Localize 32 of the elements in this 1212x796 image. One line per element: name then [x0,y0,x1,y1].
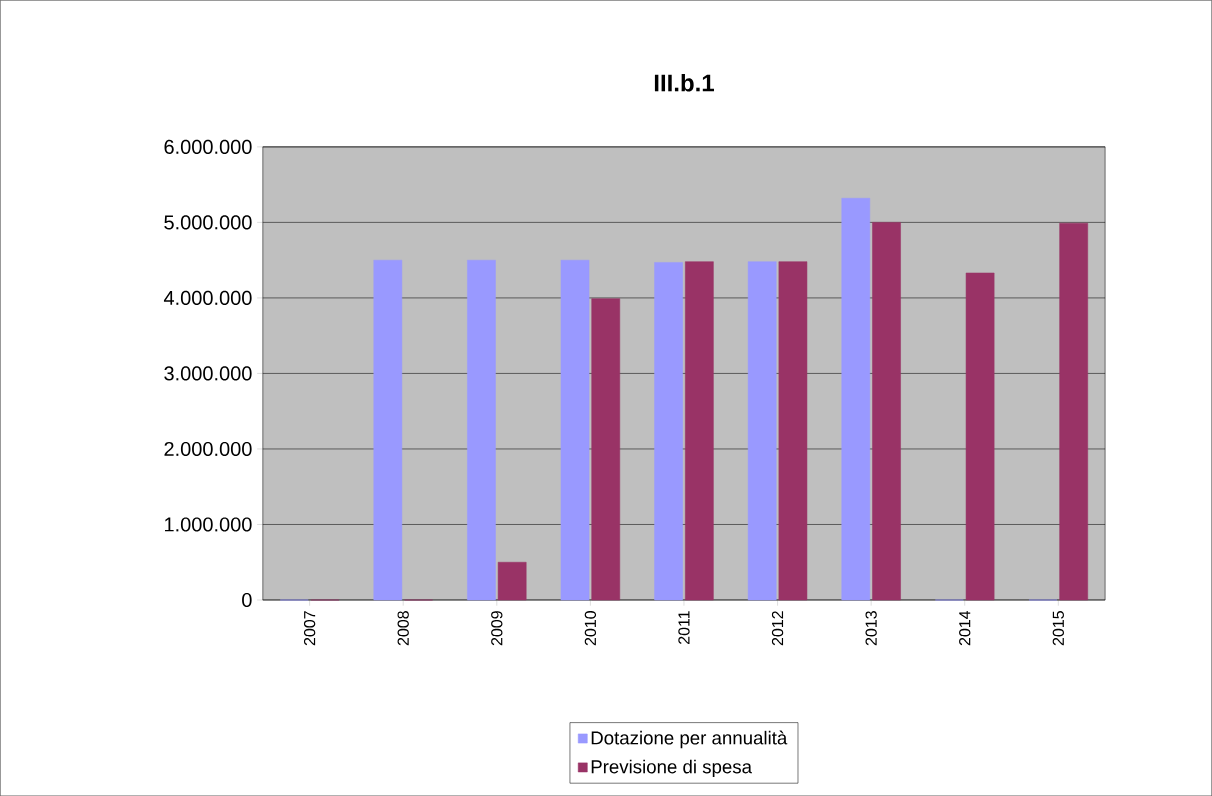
bar [654,262,683,601]
chart-title: III.b.1 [654,73,714,92]
bar [560,259,590,601]
y-tick-label: 2.000.000 [164,441,252,456]
x-tick-label: 2013 [865,611,877,646]
bar [467,259,496,601]
y-tick-label: 4.000.000 [163,290,252,305]
bar [591,298,621,601]
bar [747,261,777,601]
x-tick-label: 2011 [678,611,690,644]
x-tick-label: 2010 [584,610,597,646]
x-tick-label: 2015 [1052,611,1064,646]
y-tick-label: 1.000.000 [165,517,252,532]
legend-label: Dotazione per annualità [591,730,788,749]
bar [872,222,901,601]
bar [373,259,403,601]
y-tick-label: 5.000.000 [164,215,252,230]
x-tick-label: 2012 [771,611,784,646]
legend-label: Previsione di spesa [591,759,752,777]
x-tick-label: 2008 [397,611,409,646]
bar [1059,222,1088,601]
y-tick-label: 0 [242,592,252,607]
y-tick-label: 3.000.000 [164,366,252,381]
bar [778,261,808,601]
y-tick-label: 6.000.000 [164,139,252,154]
bar [497,561,527,601]
bar [685,261,714,601]
bar [841,197,871,601]
x-tick-label: 2009 [491,611,503,646]
x-tick-label: 2014 [959,610,971,646]
x-tick-label: 2007 [303,611,316,646]
bar [965,272,995,601]
